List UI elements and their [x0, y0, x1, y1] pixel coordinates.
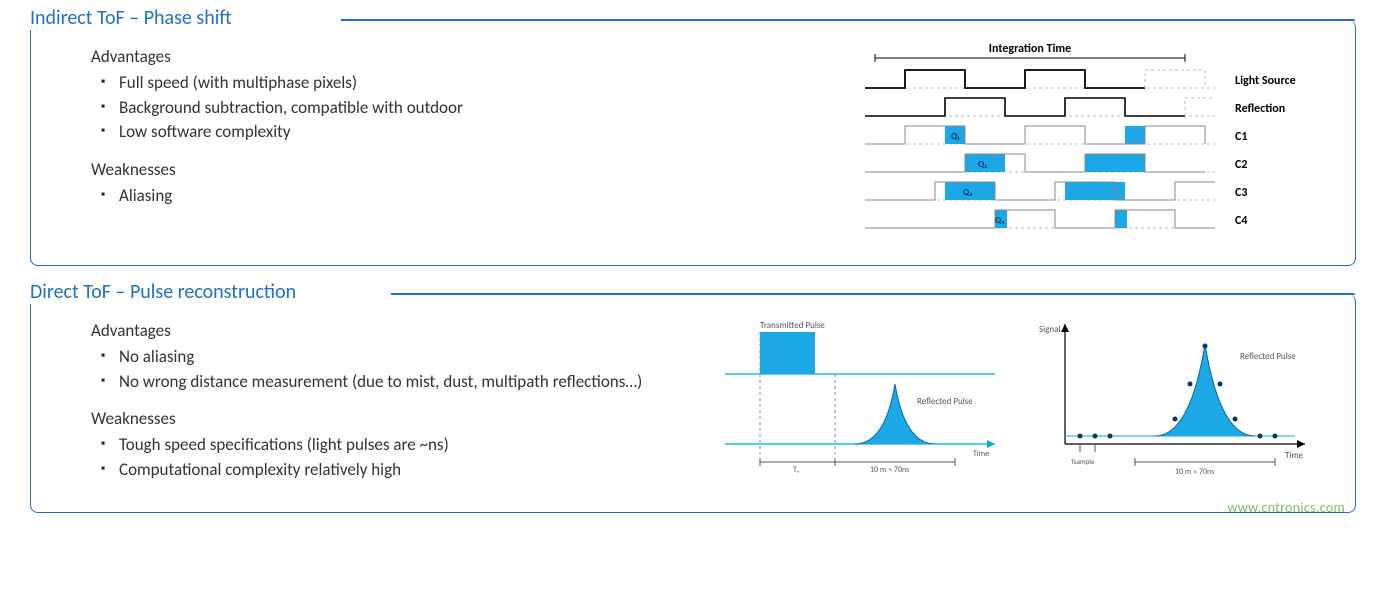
row-reflection: Reflection	[865, 98, 1285, 116]
tx-label: Transmitted Pulse	[760, 320, 825, 331]
weaknesses-list: Tough speed specifications (light pulses…	[91, 433, 651, 482]
row-c2: Q₂ C2	[865, 154, 1247, 172]
t-label: Tₐ	[793, 465, 800, 475]
row-label: Light Source	[1235, 74, 1296, 88]
text-column: Advantages Full speed (with multiphase p…	[91, 40, 611, 223]
list-item: Computational complexity relatively high	[119, 458, 651, 483]
diagram-column: Transmitted Pulse Reflected Pulse Tₐ 10 …	[651, 314, 1315, 484]
row-label: C4	[1235, 214, 1247, 228]
x-axis-label: Time	[1285, 450, 1304, 461]
y-axis-label: Signal	[1039, 324, 1061, 335]
row-label: C3	[1235, 186, 1247, 200]
q-label: Q₄	[995, 215, 1004, 226]
q-label: Q₃	[963, 187, 972, 198]
row-c3: Q₃ C3	[865, 182, 1247, 200]
section-title: Indirect ToF – Phase shift	[30, 6, 246, 30]
list-item: Aliasing	[119, 184, 611, 209]
advantages-list: Full speed (with multiphase pixels) Back…	[91, 71, 611, 145]
row-c4: Q₄ C4	[865, 210, 1247, 228]
section-title: Direct ToF – Pulse reconstruction	[30, 280, 310, 304]
pulse-diagram-a: Transmitted Pulse Reflected Pulse Tₐ 10 …	[715, 314, 1005, 484]
row-label: C1	[1235, 130, 1247, 144]
row-label: Reflection	[1235, 102, 1285, 116]
section-title-text: Direct ToF – Pulse reconstruction	[30, 280, 296, 304]
tsample-label: Tsample	[1071, 457, 1095, 466]
advantages-list: No aliasing No wrong distance measuremen…	[91, 345, 651, 394]
q-label: Q₁	[951, 131, 960, 142]
integration-time-label: Integration Time	[989, 42, 1071, 56]
list-item: No wrong distance measurement (due to mi…	[119, 370, 651, 395]
diagram-column: Integration Time Light Source Reflection	[611, 40, 1315, 250]
row-c1: Q₁ C1	[865, 126, 1247, 144]
list-item: Full speed (with multiphase pixels)	[119, 71, 611, 96]
scale-label: 10 m ≈ 70ns	[870, 465, 909, 475]
rx-label: Reflected Pulse	[1240, 351, 1296, 362]
list-item: Background subtraction, compatible with …	[119, 96, 611, 121]
section-direct-tof: Direct ToF – Pulse reconstruction Advant…	[30, 294, 1356, 513]
scale-label: 10 m ≈ 70ns	[1175, 467, 1214, 477]
section-title-text: Indirect ToF – Phase shift	[30, 6, 232, 30]
q-label: Q₂	[978, 159, 987, 170]
list-item: Tough speed specifications (light pulses…	[119, 433, 651, 458]
list-item: Low software complexity	[119, 120, 611, 145]
timing-diagram: Integration Time Light Source Reflection	[835, 40, 1315, 250]
weaknesses-heading: Weaknesses	[91, 408, 651, 429]
rx-label: Reflected Pulse	[917, 396, 973, 407]
row-label: C2	[1235, 158, 1247, 172]
advantages-heading: Advantages	[91, 46, 611, 67]
text-column: Advantages No aliasing No wrong distance…	[91, 314, 651, 497]
row-light-source: Light Source	[865, 70, 1296, 88]
section-indirect-tof: Indirect ToF – Phase shift Advantages Fu…	[30, 20, 1356, 266]
list-item: No aliasing	[119, 345, 651, 370]
weaknesses-list: Aliasing	[91, 184, 611, 209]
watermark: www.cntronics.com	[1227, 499, 1345, 516]
weaknesses-heading: Weaknesses	[91, 159, 611, 180]
advantages-heading: Advantages	[91, 320, 651, 341]
pulse-diagram-b: Signal Time Reflected Pulse Tsample	[1035, 314, 1315, 484]
x-axis-label: Time	[973, 449, 989, 459]
